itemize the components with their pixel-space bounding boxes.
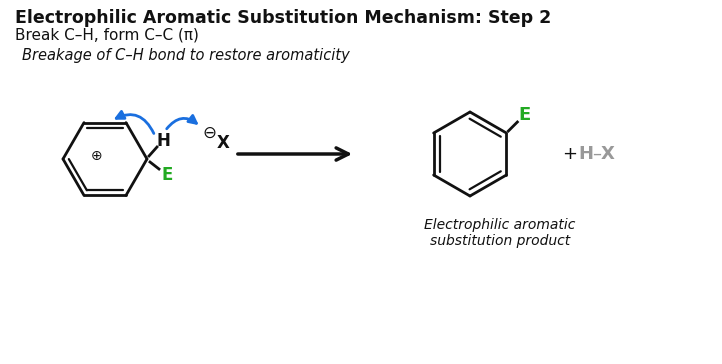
Text: Breakage of C–H bond to restore aromaticity: Breakage of C–H bond to restore aromatic… (22, 48, 349, 63)
Text: Electrophilic aromatic
substitution product: Electrophilic aromatic substitution prod… (425, 218, 575, 248)
Text: +: + (562, 145, 578, 163)
Text: –: – (593, 145, 601, 163)
Text: ⊖: ⊖ (202, 124, 216, 142)
Text: X: X (217, 134, 230, 152)
FancyArrowPatch shape (167, 115, 196, 129)
Text: X: X (601, 145, 615, 163)
Text: E: E (161, 166, 173, 184)
Text: Break C–H, form C–C (π): Break C–H, form C–C (π) (15, 28, 199, 43)
FancyArrowPatch shape (116, 111, 154, 134)
Text: E: E (518, 106, 531, 124)
Text: Electrophilic Aromatic Substitution Mechanism: Step 2: Electrophilic Aromatic Substitution Mech… (15, 9, 552, 27)
Text: H: H (578, 145, 593, 163)
Text: H: H (156, 132, 170, 150)
Text: ⊕: ⊕ (91, 149, 103, 163)
